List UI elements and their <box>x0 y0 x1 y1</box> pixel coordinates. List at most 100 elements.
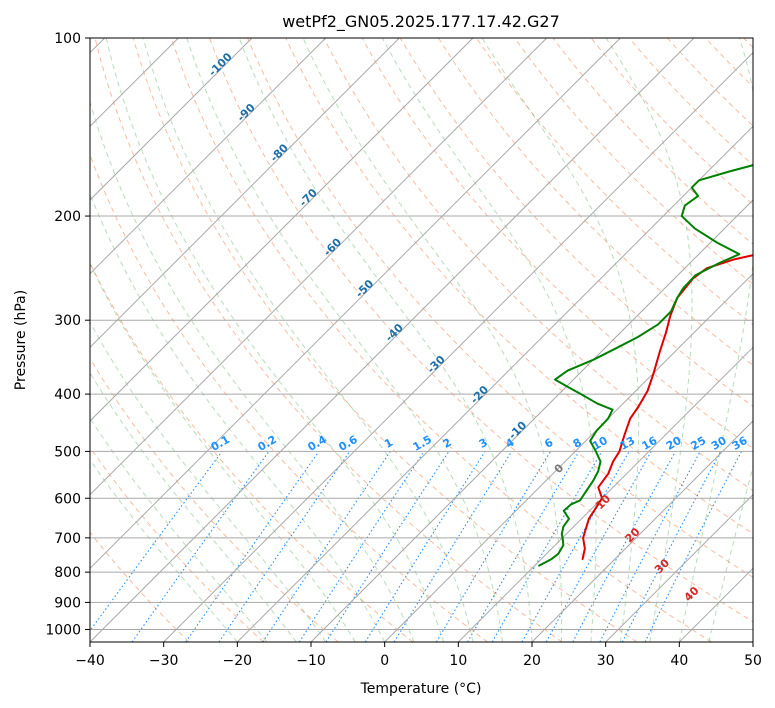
mixing-ratio-line <box>572 451 677 642</box>
dry-adiabat-line <box>247 38 753 578</box>
moist-adiabat-label: 0 <box>552 461 567 476</box>
isotherm-line <box>90 38 400 349</box>
dewpoint-profile-line <box>538 164 753 567</box>
series-group <box>538 164 753 567</box>
dry-adiabat-line <box>90 357 339 642</box>
moist-adiabat-line <box>605 38 693 642</box>
moist-adiabat-line <box>90 321 327 642</box>
x-tick-label: 10 <box>449 653 467 669</box>
dry-adiabat-label: -70 <box>297 186 320 209</box>
y-tick-label: 500 <box>54 444 81 460</box>
isotherm-line <box>531 420 753 642</box>
moist-adiabat-line <box>90 417 268 642</box>
dry-adiabat-label: -90 <box>235 101 258 124</box>
dry-adiabat-label: -60 <box>321 235 344 258</box>
x-tick-label: 40 <box>670 653 688 669</box>
dry-adiabat-label: -20 <box>468 383 491 406</box>
dry-adiabat-line <box>743 38 753 49</box>
dry-adiabat-line <box>399 38 753 408</box>
dry-adiabat-line <box>90 531 190 642</box>
mixing-ratio-line <box>545 451 652 642</box>
mixing-ratio-line <box>185 451 320 642</box>
x-axis-title: Temperature (°C) <box>360 681 482 697</box>
mixing-ratio-label: 16 <box>640 434 660 453</box>
y-tick-label: 600 <box>54 491 81 507</box>
moist-adiabat-line <box>142 38 474 642</box>
isotherm-line <box>384 272 753 642</box>
dry-adiabat-line <box>590 38 753 206</box>
moist-adiabat-line <box>381 38 597 642</box>
isotherm-line <box>90 38 548 496</box>
mixing-ratio-line <box>621 451 722 642</box>
isotherm-line <box>90 38 621 570</box>
moist-adiabat-line <box>90 371 297 642</box>
y-tick-label: 400 <box>54 387 81 403</box>
mixing-ratio-label: 0.4 <box>306 433 330 454</box>
background-lines <box>90 38 753 642</box>
isotherm-line <box>605 493 753 642</box>
y-tick-label: 100 <box>54 31 81 47</box>
mixing-ratio-line <box>364 451 486 642</box>
x-tick-label: −30 <box>149 653 179 669</box>
mixing-ratio-label: 6 <box>542 436 555 451</box>
mixing-ratio-label: 0.2 <box>256 433 279 454</box>
x-tick-label: 20 <box>523 653 541 669</box>
mixing-ratio-label: 20 <box>664 434 684 453</box>
y-tick-label: 1000 <box>45 622 81 638</box>
plot-frame <box>89 37 754 643</box>
x-tick-label: −10 <box>296 653 326 669</box>
y-axis: 100 200 300 400 500 600 700 800 900 1000 <box>45 31 90 638</box>
dry-adiabat-label: -50 <box>353 277 376 300</box>
mixing-ratio-label: 1.5 <box>411 433 434 454</box>
mixing-ratio-label: 1 <box>382 436 395 451</box>
isotherm-line <box>457 346 753 642</box>
mixing-ratio-line <box>644 451 742 642</box>
mixing-ratio-line <box>262 451 391 642</box>
moist-adiabat-line <box>90 192 386 642</box>
mixing-ratio-line <box>218 451 351 642</box>
dry-adiabat-line <box>94 38 563 642</box>
mixing-ratio-label: 8 <box>571 436 584 451</box>
mixing-ratio-line <box>521 451 630 642</box>
mixing-ratio-line <box>325 451 450 642</box>
y-axis-title: Pressure (hPa) <box>13 290 29 390</box>
dry-adiabat-line <box>132 38 638 642</box>
dry-adiabat-line <box>514 38 753 285</box>
dry-adiabat-line <box>90 446 264 642</box>
moist-adiabat-line <box>302 38 563 642</box>
moist-adiabat-line <box>238 38 533 642</box>
isotherm-line <box>163 51 753 642</box>
y-tick-label: 700 <box>54 531 81 547</box>
moist-adiabat-line <box>105 38 445 642</box>
isotherm-line <box>678 567 753 642</box>
x-axis: −40 −30 −20 −10 0 10 20 30 40 50 <box>75 642 762 669</box>
y-tick-label: 200 <box>54 209 81 225</box>
dry-adiabat-line <box>705 38 753 88</box>
mixing-ratio-label: 30 <box>709 434 729 453</box>
dry-adiabat-line <box>438 38 753 366</box>
mixing-ratio-label: 0.1 <box>209 433 232 454</box>
isotherm-line <box>90 38 327 275</box>
isotherm-line <box>90 38 695 642</box>
mixing-ratio-label: 3 <box>477 436 490 451</box>
moist-adiabat-label: 30 <box>652 556 672 576</box>
y-tick-label: 900 <box>54 595 81 611</box>
dry-adiabat-label: -80 <box>268 141 291 164</box>
mixing-ratio-line <box>298 451 425 642</box>
dry-adiabat-line <box>90 261 414 642</box>
dry-adiabat-label: -30 <box>425 353 448 376</box>
mixing-ratio-label: 0.6 <box>336 433 360 454</box>
isotherm-line <box>236 125 753 642</box>
moist-adiabat-line <box>90 262 356 642</box>
x-tick-label: 30 <box>597 653 615 669</box>
mixing-ratio-line <box>435 451 552 642</box>
moist-adiabat-line <box>186 38 504 642</box>
mixing-ratio-label: 36 <box>730 434 750 453</box>
temperature-profile-line <box>581 254 753 560</box>
y-tick-label: 800 <box>54 565 81 581</box>
x-tick-label: 50 <box>744 653 762 669</box>
mixing-ratio-line <box>393 451 513 642</box>
chart-title: wetPf2_GN05.2025.177.17.42.G27 <box>282 12 560 32</box>
x-tick-label: 0 <box>380 653 389 669</box>
